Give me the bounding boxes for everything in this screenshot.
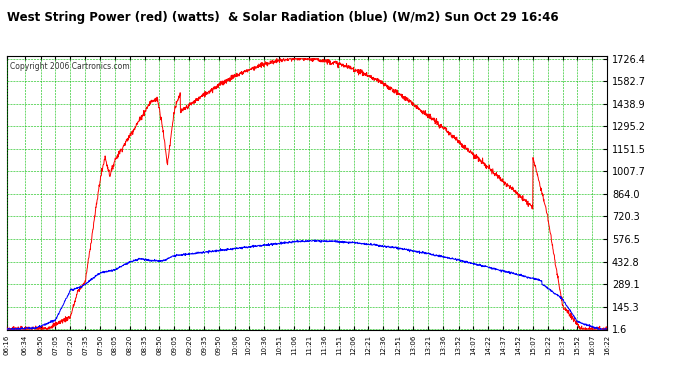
Text: West String Power (red) (watts)  & Solar Radiation (blue) (W/m2) Sun Oct 29 16:4: West String Power (red) (watts) & Solar … — [7, 11, 558, 24]
Text: Copyright 2006 Cartronics.com: Copyright 2006 Cartronics.com — [10, 62, 130, 71]
